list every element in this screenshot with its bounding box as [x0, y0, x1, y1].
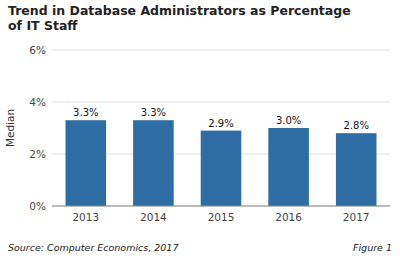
chart-container: Trend in Database Administrators as Perc…	[0, 0, 400, 259]
grid-line	[52, 102, 390, 103]
grid-line	[52, 50, 390, 51]
x-axis-line	[52, 206, 390, 207]
y-axis-label: Median	[4, 109, 16, 147]
y-tick-label: 4%	[29, 96, 46, 108]
y-tick-label: 0%	[29, 200, 46, 212]
grid-line	[52, 206, 390, 207]
x-tick-label: 2016	[275, 211, 302, 223]
source-note: Source: Computer Economics, 2017	[8, 242, 178, 253]
data-label: 3.0%	[276, 115, 301, 126]
data-label: 3.3%	[73, 107, 98, 118]
y-tick-label: 2%	[29, 148, 46, 160]
bar	[268, 128, 309, 206]
bars	[66, 120, 377, 206]
chart: Trend in Database Administrators as Perc…	[0, 0, 400, 259]
bar	[336, 133, 377, 206]
x-tick-label: 2015	[208, 211, 235, 223]
x-tick-label: 2014	[140, 211, 167, 223]
figure-label: Figure 1	[353, 242, 392, 253]
bar	[201, 131, 242, 206]
title: Trend in Database Administrators as Perc…	[8, 3, 351, 33]
x-tick-label: 2017	[343, 211, 370, 223]
y-tick-label: 6%	[29, 44, 46, 56]
data-label: 3.3%	[141, 107, 166, 118]
bar	[133, 120, 174, 206]
bar	[66, 120, 107, 206]
x-tick-label: 2013	[72, 211, 99, 223]
data-label: 2.9%	[208, 118, 233, 129]
data-label: 2.8%	[343, 120, 368, 131]
